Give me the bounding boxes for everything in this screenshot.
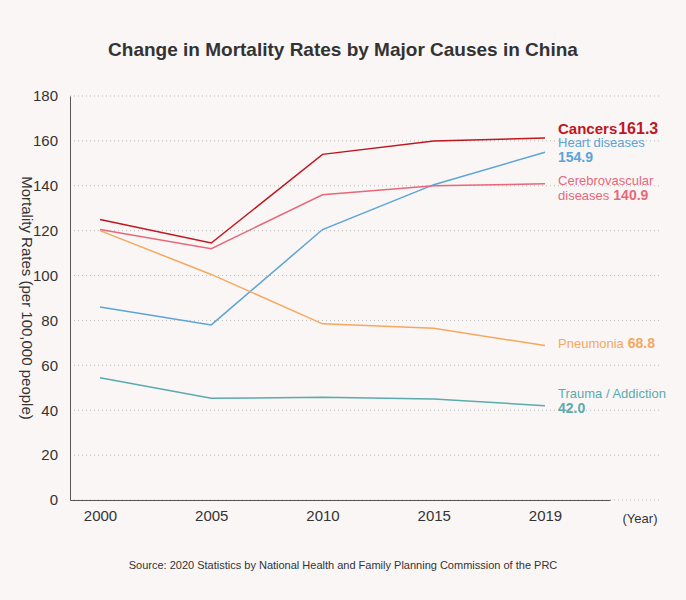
grid [70,96,660,500]
y-tick: 120 [33,222,70,239]
series-label: Trauma / Addiction42.0 [558,386,666,416]
series-label: Heart diseases154.9 [558,135,645,165]
y-tick-label: 40 [41,402,58,419]
series-line [100,231,545,346]
y-axis: 0 20 40 60 80 100 120 140 160 180 [33,87,71,508]
y-tick-label: 160 [33,132,58,149]
y-tick-label: 20 [41,446,58,463]
value-label: 42.0 [558,400,585,416]
grid-line [70,500,660,501]
series-line [100,184,545,249]
x-tick: 2000 [84,500,117,524]
y-axis-title: Mortality Rates (per 100,000 people) [19,176,36,419]
x-axis: 2000 2005 2010 2015 2019 [71,500,611,524]
y-tick: 160 [33,132,70,149]
y-tick: 60 [41,357,70,374]
y-tick-label: 180 [33,87,58,104]
x-tick: 2015 [418,500,451,524]
plot-area [100,138,545,406]
series-name: diseases [558,188,610,203]
end-labels: Cancers161.3Heart diseases154.9Cerebrova… [558,120,666,416]
x-axis-line [71,500,611,501]
value-label: 68.8 [628,335,655,351]
grid-line [70,275,660,276]
grid-line [70,230,660,231]
series-label: Pneumonia68.8 [558,335,655,351]
y-tick-label: 60 [41,357,58,374]
y-tick: 140 [33,177,70,194]
x-tick-label: 2019 [529,507,562,524]
y-tick: 40 [41,402,70,419]
x-tick-label: 2000 [84,507,117,524]
source-note: Source: 2020 Statistics by National Heal… [129,559,558,571]
series-name: Pneumonia [558,336,625,351]
grid-line [70,455,660,456]
series-name: Heart diseases [558,135,645,150]
y-tick: 20 [41,446,70,463]
x-axis-title: (Year) [623,511,658,526]
series-label: Cerebrovasculardiseases140.9 [558,173,654,203]
value-label: 154.9 [558,149,593,165]
background [0,0,686,600]
y-axis-line [70,97,71,501]
x-tick-label: 2005 [195,507,228,524]
y-tick: 100 [33,267,70,284]
series-name: Trauma / Addiction [558,386,666,401]
series-line [100,378,545,406]
chart: Change in Mortality Rates by Major Cause… [0,0,686,600]
x-tick: 2010 [306,500,339,524]
title: Change in Mortality Rates by Major Cause… [108,39,578,60]
x-tick: 2019 [529,500,562,524]
value-label: 140.9 [613,187,648,203]
x-tick: 2005 [195,500,228,524]
grid-line [70,365,660,366]
grid-line [70,320,660,321]
x-tick-label: 2010 [306,507,339,524]
series-line [100,138,545,243]
grid-line [70,96,660,97]
y-tick: 0 [50,491,70,508]
y-tick: 80 [41,312,70,329]
series-line [100,152,545,325]
y-tick: 180 [33,87,70,104]
y-tick-label: 0 [50,491,58,508]
series-name: Cerebrovascular [558,173,654,188]
y-tick-label: 80 [41,312,58,329]
x-tick-label: 2015 [418,507,451,524]
